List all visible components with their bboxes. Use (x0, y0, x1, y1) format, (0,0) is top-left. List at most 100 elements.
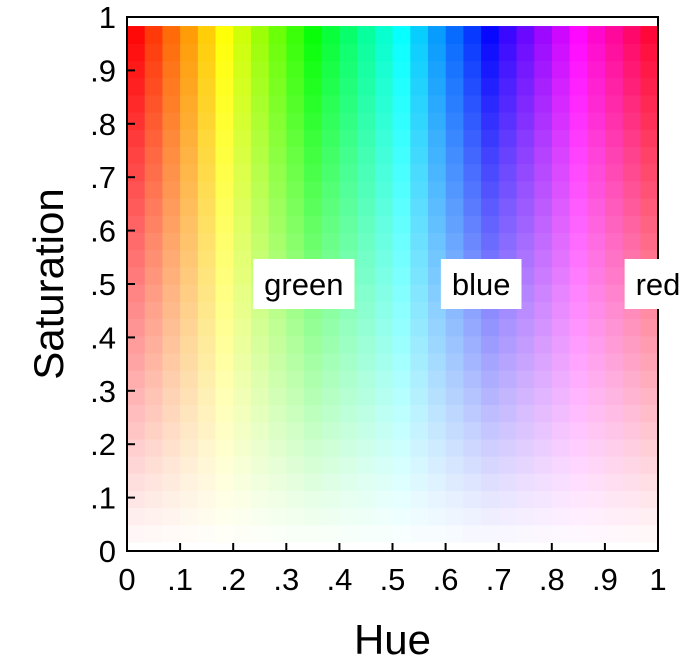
heatmap-cell (622, 232, 642, 251)
heatmap-cell (410, 455, 429, 474)
heatmap-cell (321, 404, 341, 423)
x-tick-label: .6 (433, 562, 459, 597)
heatmap-cell (534, 301, 553, 319)
heatmap-cell (640, 455, 659, 474)
heatmap-cell (392, 352, 411, 371)
heatmap-cell (339, 455, 358, 474)
heatmap-cell (339, 77, 358, 96)
heatmap-cell (463, 43, 482, 62)
y-tick-label: .5 (90, 267, 116, 302)
heatmap-cell (640, 507, 659, 526)
heatmap-cell (374, 77, 394, 96)
heatmap-cell (551, 266, 571, 285)
heatmap-cell (569, 129, 588, 148)
heatmap-cell (357, 352, 376, 371)
heatmap-cell (481, 198, 500, 216)
heatmap-cell (410, 421, 429, 440)
heatmap-cell (304, 215, 323, 234)
y-tick-label: .4 (90, 320, 116, 355)
heatmap-cell (410, 369, 429, 388)
heatmap-cell (321, 387, 341, 405)
heatmap-cell (622, 43, 642, 62)
heatmap-cell (268, 352, 287, 371)
heatmap-cell (357, 455, 376, 474)
heatmap-cell (516, 112, 535, 130)
heatmap-cell (551, 507, 571, 526)
heatmap-cell (286, 60, 305, 79)
heatmap-cell (374, 421, 394, 440)
y-tick-label: .3 (90, 374, 116, 409)
heatmap-cell (569, 180, 588, 199)
heatmap-cell (481, 60, 500, 79)
heatmap-cell (463, 404, 482, 423)
heatmap-cell (215, 507, 234, 526)
heatmap-cell (622, 507, 642, 526)
heatmap-cell (162, 369, 181, 388)
heatmap-cell (551, 369, 571, 388)
annotation-green: green (253, 259, 355, 309)
heatmap-cell (587, 473, 606, 491)
heatmap-cell (162, 455, 181, 474)
heatmap-cell (410, 387, 429, 405)
heatmap-cell (587, 77, 606, 96)
heatmap-cell (197, 198, 217, 216)
heatmap-cell (622, 438, 642, 457)
heatmap-cell (605, 473, 624, 491)
heatmap-cell (392, 180, 411, 199)
heatmap-cell (357, 77, 376, 96)
heatmap-cell (569, 455, 588, 474)
heatmap-cell (250, 369, 270, 388)
heatmap-cell (428, 215, 447, 234)
heatmap-cell (392, 146, 411, 165)
heatmap-cell (180, 352, 199, 371)
heatmap-cell (233, 163, 252, 182)
y-axis-title: Saturation (25, 188, 72, 379)
heatmap-cell (286, 318, 305, 337)
heatmap-cell (551, 77, 571, 96)
heatmap-cell (268, 94, 287, 113)
heatmap-cell (534, 507, 553, 526)
heatmap-cell (640, 112, 659, 130)
heatmap-cell (587, 232, 606, 251)
heatmap-cell (481, 387, 500, 405)
heatmap-cell (410, 266, 429, 285)
heatmap-cell (498, 198, 518, 216)
heatmap-cell (410, 129, 429, 148)
heatmap-cell (144, 112, 164, 130)
heatmap-cell (197, 232, 217, 251)
x-tick-label: .7 (486, 562, 512, 597)
heatmap-cell (498, 60, 518, 79)
heatmap-cell (551, 26, 571, 44)
heatmap-cell (127, 369, 146, 388)
heatmap-cell (374, 438, 394, 457)
heatmap-cell (481, 94, 500, 113)
heatmap-cell (304, 77, 323, 96)
heatmap-cell (640, 77, 659, 96)
heatmap-cell (605, 421, 624, 440)
heatmap-cell (339, 129, 358, 148)
heatmap-cell (622, 180, 642, 199)
heatmap-cell (215, 163, 234, 182)
heatmap-cell (233, 266, 252, 285)
heatmap-cell (640, 524, 659, 543)
heatmap-cell (569, 266, 588, 285)
heatmap-cell (268, 60, 287, 79)
heatmap-cell (180, 146, 199, 165)
heatmap-cell (250, 490, 270, 509)
x-tick-label: .3 (273, 562, 299, 597)
heatmap-cell (321, 318, 341, 337)
heatmap-cell (162, 232, 181, 251)
heatmap-cell (321, 198, 341, 216)
heatmap-cell (392, 77, 411, 96)
heatmap-cell (445, 94, 465, 113)
heatmap-cell (180, 232, 199, 251)
heatmap-cell (445, 421, 465, 440)
heatmap-cell (534, 490, 553, 509)
heatmap-cell (587, 215, 606, 234)
heatmap-cell (339, 404, 358, 423)
heatmap-cell (551, 129, 571, 148)
heatmap-cell (605, 301, 624, 319)
heatmap-cell (304, 387, 323, 405)
heatmap-cell (410, 524, 429, 543)
heatmap-cell (498, 146, 518, 165)
